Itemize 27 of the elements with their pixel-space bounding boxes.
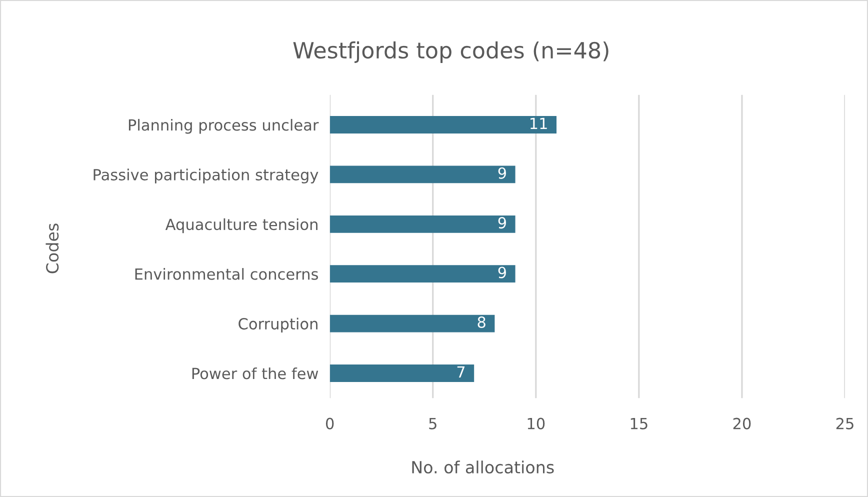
x-tick-label: 0 [326, 418, 334, 430]
y-axis-title: Codes [46, 224, 59, 274]
bar [330, 215, 516, 233]
data-label: 8 [478, 316, 486, 328]
y-tick-label: Environmental concerns [135, 268, 318, 280]
x-tick-label: 20 [733, 418, 751, 430]
x-tick-label: 15 [630, 418, 648, 430]
y-tick-label: Corruption [238, 318, 318, 333]
chart-title: Westfjords top codes (n=48) [293, 41, 608, 63]
bar [330, 364, 474, 382]
y-tick-label: Planning process unclear [128, 118, 319, 134]
y-tick-label: Power of the few [192, 367, 318, 380]
x-tick-label: 5 [429, 418, 436, 430]
data-label: 9 [498, 167, 506, 179]
x-tick-label: 25 [836, 418, 854, 430]
x-tick-label: 10 [528, 418, 545, 430]
bar [330, 265, 516, 283]
x-axis-title: No. of allocations [412, 460, 554, 474]
bar [330, 314, 495, 332]
bar [330, 116, 557, 134]
data-label: 9 [498, 217, 506, 229]
data-label: 11 [530, 118, 547, 129]
y-tick-label: Aquaculture tension [165, 218, 318, 234]
bar [330, 166, 516, 184]
data-label: 7 [457, 366, 465, 378]
y-tick-label: Passive participation strategy [94, 168, 318, 184]
data-label: 9 [498, 266, 506, 278]
